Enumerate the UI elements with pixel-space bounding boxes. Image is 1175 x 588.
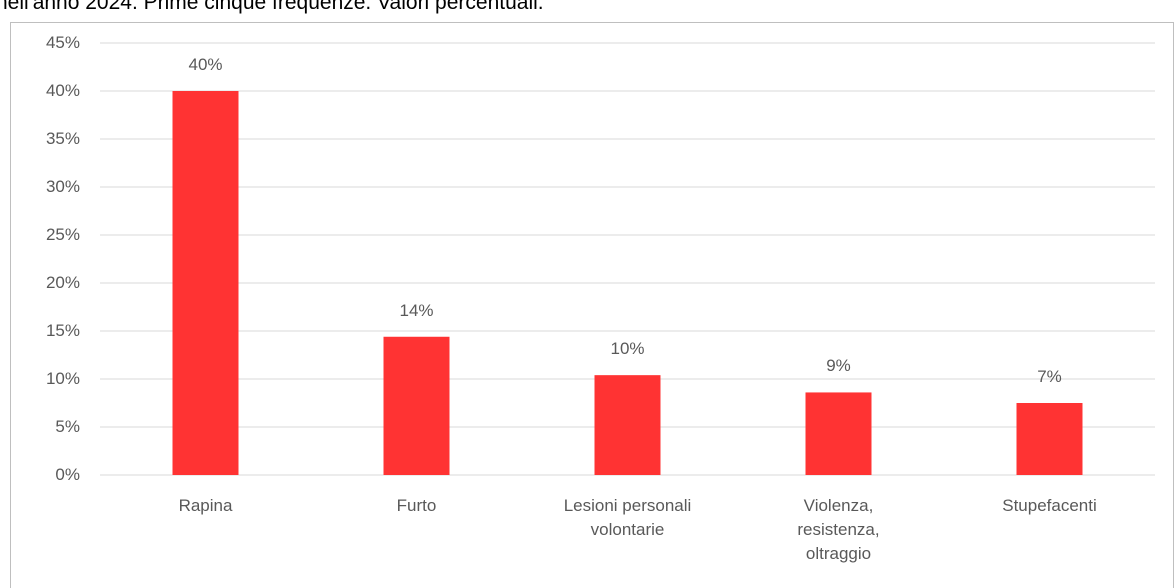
chart-title: nell'anno 2024. Prime cinque frequenze. … [0, 0, 544, 14]
y-tick-label: 15% [45, 321, 80, 340]
chart-frame [10, 22, 1174, 588]
data-label: 14% [399, 300, 434, 320]
bar [1016, 403, 1083, 475]
x-tick-label: Violenza, resistenza, oltraggio [797, 496, 880, 563]
x-tick-label: Rapina [178, 496, 233, 515]
y-tick-label: 10% [45, 369, 80, 388]
x-tick-label: Furto [396, 496, 437, 515]
bar [594, 375, 661, 475]
data-label: 10% [610, 339, 645, 359]
y-tick-label: 5% [55, 417, 80, 436]
data-label: 7% [1037, 367, 1062, 386]
bar [172, 91, 239, 475]
data-label: 9% [826, 356, 851, 376]
y-tick-label: 20% [45, 273, 80, 292]
y-tick-label: 30% [45, 177, 80, 196]
bar [805, 392, 872, 475]
x-tick-label: Stupefacenti [1002, 496, 1097, 515]
y-tick-label: 25% [45, 225, 80, 244]
bar [383, 336, 450, 475]
y-tick-label: 0% [55, 465, 80, 484]
x-tick-label: Lesioni personali volontarie [563, 496, 692, 539]
data-label: 40% [188, 55, 223, 74]
y-tick-label: 40% [45, 81, 80, 100]
y-tick-label: 45% [45, 33, 80, 52]
y-tick-label: 35% [45, 129, 80, 148]
